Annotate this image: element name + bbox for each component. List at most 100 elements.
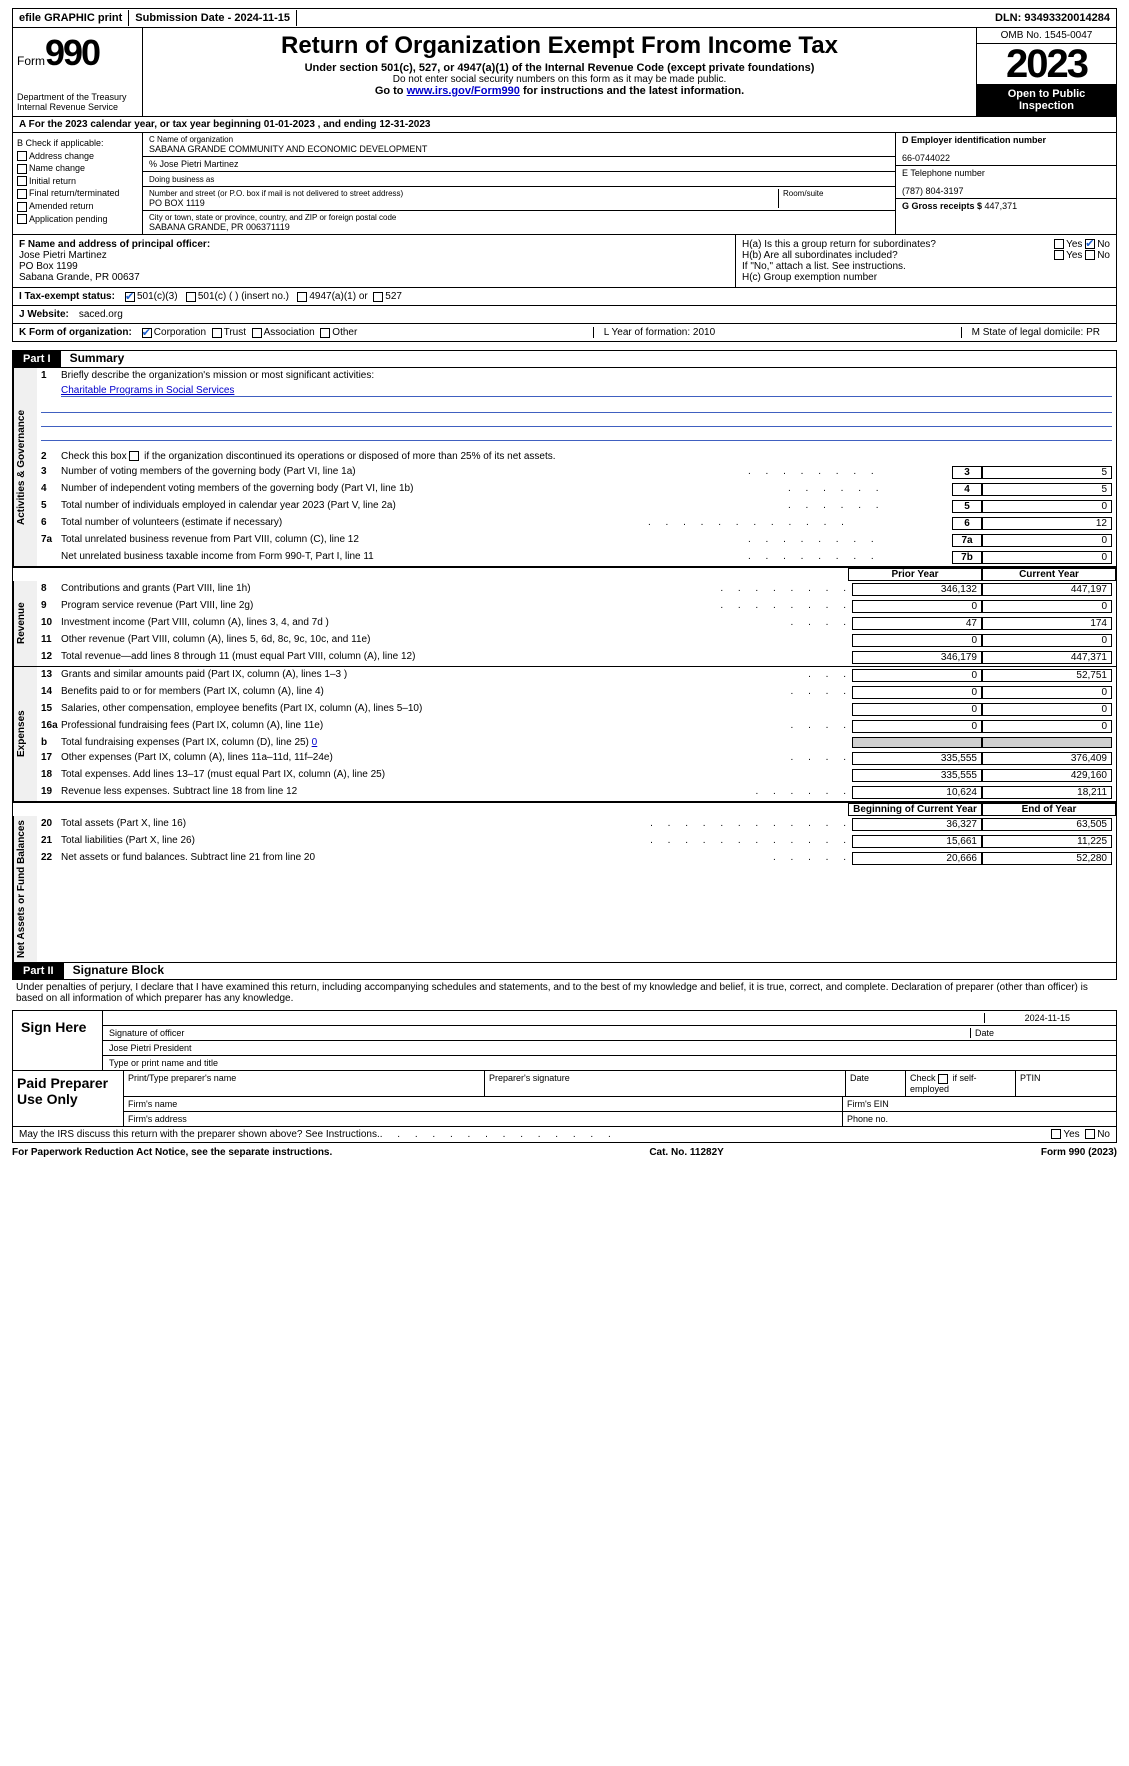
org-name: SABANA GRANDE COMMUNITY AND ECONOMIC DEV… <box>149 144 889 154</box>
principal-officer: F Name and address of principal officer:… <box>13 235 736 287</box>
prep-date-label: Date <box>846 1071 906 1096</box>
form-header: Form990 Department of the TreasuryIntern… <box>12 28 1117 117</box>
begin-year-hdr: Beginning of Current Year <box>848 803 982 816</box>
open-inspection: Open to Public Inspection <box>977 84 1116 116</box>
ein: 66-0744022 <box>902 153 1110 163</box>
checkbox-527[interactable] <box>373 292 383 302</box>
end-year-hdr: End of Year <box>982 803 1116 816</box>
submission-date: Submission Date - 2024-11-15 <box>129 10 297 26</box>
irs-link[interactable]: www.irs.gov/Form990 <box>407 85 520 97</box>
group-return: H(a) Is this a group return for subordin… <box>736 235 1116 287</box>
city: SABANA GRANDE, PR 006371119 <box>149 222 889 232</box>
side-revenue: Revenue <box>13 581 37 666</box>
topbar: efile GRAPHIC print Submission Date - 20… <box>12 8 1117 28</box>
sig-name: Jose Pietri President <box>103 1041 1116 1056</box>
prep-sig-label: Preparer's signature <box>485 1071 846 1096</box>
checkbox-final-return[interactable] <box>17 189 27 199</box>
checkbox-self-employed[interactable] <box>938 1074 948 1084</box>
row-a-tax-year: A For the 2023 calendar year, or tax yea… <box>12 117 1117 133</box>
part1-header: Part I Summary <box>12 350 1117 368</box>
side-netassets: Net Assets or Fund Balances <box>13 816 37 962</box>
prep-selfemp: Check if self-employed <box>906 1071 1016 1096</box>
sig-date-label: Date <box>970 1028 1110 1038</box>
form-title: Return of Organization Exempt From Incom… <box>151 32 968 60</box>
paperwork-notice: For Paperwork Reduction Act Notice, see … <box>12 1147 332 1158</box>
subtitle-1: Under section 501(c), 527, or 4947(a)(1)… <box>151 62 968 74</box>
tel-label: E Telephone number <box>902 168 1110 178</box>
prep-name-label: Print/Type preparer's name <box>124 1071 485 1096</box>
paid-preparer-label: Paid Preparer Use Only <box>13 1071 123 1126</box>
col-c-org-info: C Name of organization SABANA GRANDE COM… <box>143 133 896 234</box>
checkbox-address-change[interactable] <box>17 151 27 161</box>
telephone: (787) 804-3197 <box>902 186 1110 196</box>
row-f-h: F Name and address of principal officer:… <box>12 235 1117 288</box>
checkbox-corp[interactable] <box>142 328 152 338</box>
checkbox-trust[interactable] <box>212 328 222 338</box>
org-name-label: C Name of organization <box>149 135 889 144</box>
checkbox-amended[interactable] <box>17 202 27 212</box>
checkbox-501c3[interactable] <box>125 292 135 302</box>
checkbox-ha-no[interactable] <box>1085 239 1095 249</box>
checkbox-discontinued[interactable] <box>129 451 139 461</box>
col-b-header: B Check if applicable: <box>17 137 138 150</box>
form-number: 990 <box>45 32 99 73</box>
sig-date-value: 2024-11-15 <box>984 1013 1110 1023</box>
year-formation: L Year of formation: 2010 <box>593 327 725 338</box>
street-label: Number and street (or P.O. box if mail i… <box>149 189 778 198</box>
checkbox-501c[interactable] <box>186 292 196 302</box>
sig-officer-label: Signature of officer <box>109 1028 970 1038</box>
tax-year: 2023 <box>977 44 1116 84</box>
checkbox-hb-no[interactable] <box>1085 250 1095 260</box>
page-footer: For Paperwork Reduction Act Notice, see … <box>12 1143 1117 1162</box>
care-of: % Jose Pietri Martinez <box>143 157 895 172</box>
side-governance: Activities & Governance <box>13 368 37 566</box>
checkbox-assoc[interactable] <box>252 328 262 338</box>
prior-year-hdr: Prior Year <box>848 568 982 581</box>
website-row: J Website: saced.org <box>12 306 1117 324</box>
firm-addr-label: Firm's address <box>124 1112 843 1126</box>
checkbox-4947[interactable] <box>297 292 307 302</box>
declaration: Under penalties of perjury, I declare th… <box>12 980 1117 1006</box>
side-expenses: Expenses <box>13 667 37 801</box>
checkbox-name-change[interactable] <box>17 164 27 174</box>
checkbox-hb-yes[interactable] <box>1054 250 1064 260</box>
form-label: Form <box>17 54 45 68</box>
tax-exempt-row: I Tax-exempt status: 501(c)(3) 501(c) ( … <box>12 288 1117 306</box>
form-ref: Form 990 (2023) <box>1041 1147 1117 1158</box>
part2-header: Part II Signature Block <box>12 963 1117 980</box>
firm-name-label: Firm's name <box>124 1097 843 1111</box>
box-b-c-d: B Check if applicable: Address change Na… <box>12 133 1117 235</box>
ptin-label: PTIN <box>1016 1071 1116 1096</box>
dba-label: Doing business as <box>149 175 214 184</box>
dept-treasury: Department of the TreasuryInternal Reven… <box>17 92 138 112</box>
city-label: City or town, state or province, country… <box>149 213 889 222</box>
checkbox-discuss-yes[interactable] <box>1051 1129 1061 1139</box>
efile-print[interactable]: efile GRAPHIC print <box>13 10 129 26</box>
type-name-label: Type or print name and title <box>103 1056 1116 1070</box>
subtitle-3: Go to www.irs.gov/Form990 for instructio… <box>151 85 968 97</box>
mission-desc: Charitable Programs in Social Services <box>61 385 1112 397</box>
gross-receipts: G Gross receipts $ 447,371 <box>896 199 1116 213</box>
checkbox-app-pending[interactable] <box>17 214 27 224</box>
col-d-ein: D Employer identification number 66-0744… <box>896 133 1116 234</box>
dln: DLN: 93493320014284 <box>989 10 1116 26</box>
checkbox-initial-return[interactable] <box>17 176 27 186</box>
discuss-row: May the IRS discuss this return with the… <box>12 1127 1117 1143</box>
sign-here-block: Sign Here 2024-11-15 Signature of office… <box>12 1010 1117 1071</box>
form-org-row: K Form of organization: Corporation Trus… <box>12 324 1117 342</box>
current-year-hdr: Current Year <box>982 568 1116 581</box>
ein-label: D Employer identification number <box>902 135 1110 145</box>
checkbox-discuss-no[interactable] <box>1085 1129 1095 1139</box>
checkbox-ha-yes[interactable] <box>1054 239 1064 249</box>
phone-label: Phone no. <box>843 1112 1116 1126</box>
paid-preparer-block: Paid Preparer Use Only Print/Type prepar… <box>12 1071 1117 1127</box>
col-b-checkboxes: B Check if applicable: Address change Na… <box>13 133 143 234</box>
checkbox-other[interactable] <box>320 328 330 338</box>
cat-no: Cat. No. 11282Y <box>649 1147 723 1158</box>
part1-body: Activities & Governance 1Briefly describ… <box>12 368 1117 963</box>
street: PO BOX 1119 <box>149 198 778 208</box>
room-suite-label: Room/suite <box>779 189 889 208</box>
website-value: saced.org <box>79 309 123 320</box>
firm-ein-label: Firm's EIN <box>843 1097 1116 1111</box>
sign-here-label: Sign Here <box>13 1011 103 1070</box>
